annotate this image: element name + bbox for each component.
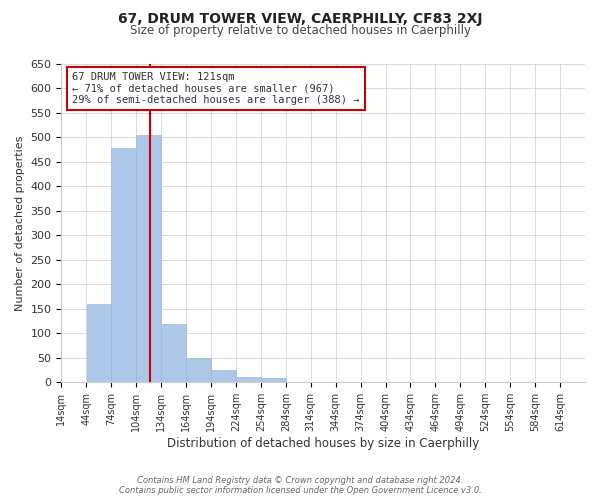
- Bar: [161, 324, 186, 382]
- Bar: [261, 378, 286, 382]
- X-axis label: Distribution of detached houses by size in Caerphilly: Distribution of detached houses by size …: [167, 437, 479, 450]
- Bar: [186, 358, 211, 382]
- Bar: [211, 370, 236, 382]
- Text: 67 DRUM TOWER VIEW: 121sqm
← 71% of detached houses are smaller (967)
29% of sem: 67 DRUM TOWER VIEW: 121sqm ← 71% of deta…: [72, 72, 359, 105]
- Bar: [136, 135, 161, 382]
- Bar: [112, 148, 136, 382]
- Text: Size of property relative to detached houses in Caerphilly: Size of property relative to detached ho…: [130, 24, 470, 37]
- Text: 67, DRUM TOWER VIEW, CAERPHILLY, CF83 2XJ: 67, DRUM TOWER VIEW, CAERPHILLY, CF83 2X…: [118, 12, 482, 26]
- Bar: [86, 304, 111, 382]
- Bar: [236, 378, 260, 382]
- Text: Contains HM Land Registry data © Crown copyright and database right 2024.
Contai: Contains HM Land Registry data © Crown c…: [119, 476, 481, 495]
- Y-axis label: Number of detached properties: Number of detached properties: [15, 136, 25, 311]
